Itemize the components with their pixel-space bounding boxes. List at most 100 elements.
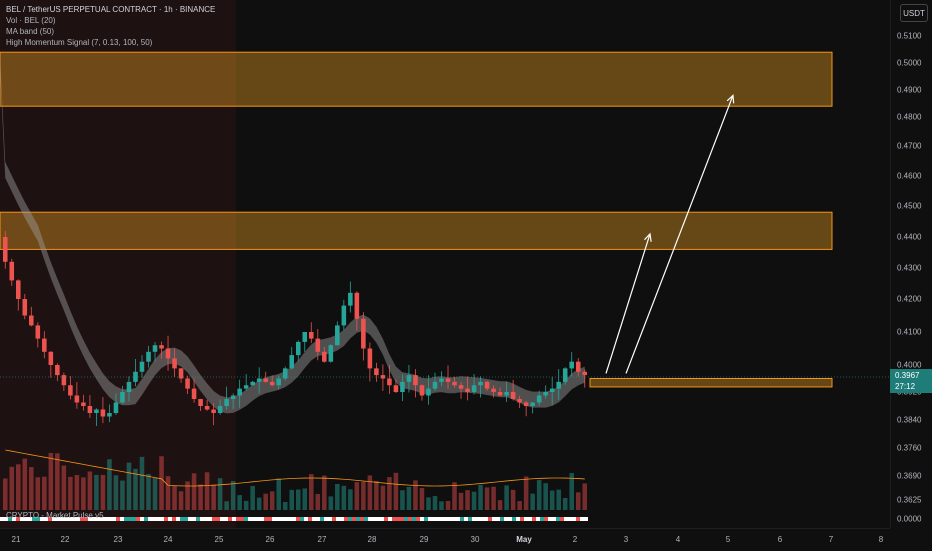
candle-body — [74, 395, 80, 403]
pulse-cell — [560, 517, 564, 521]
pulse-cell — [412, 517, 416, 521]
candle-body — [510, 392, 516, 399]
pulse-cell — [528, 517, 532, 521]
pulse-cell — [216, 517, 220, 521]
candle-body — [348, 292, 353, 306]
pulse-cell — [296, 517, 300, 521]
pulse-cell — [144, 517, 148, 521]
pulse-cell — [196, 517, 200, 521]
pulse-cell — [416, 517, 420, 521]
candle-body — [282, 368, 288, 379]
pulse-cell — [536, 517, 540, 521]
candle-body — [400, 381, 405, 392]
pulse-cell — [524, 517, 528, 521]
pulse-cell — [436, 517, 440, 521]
pulse-cell — [192, 517, 196, 521]
candle-body — [230, 395, 236, 399]
volume-bar — [107, 459, 112, 510]
pulse-cell — [116, 517, 120, 521]
volume-bar — [48, 452, 54, 510]
volume-bar — [276, 478, 282, 510]
candle-body — [562, 368, 568, 382]
candle-body — [322, 351, 327, 362]
candle-body — [341, 305, 347, 326]
candle-body — [452, 381, 457, 386]
pulse-cell — [420, 517, 424, 521]
highlight-region — [0, 0, 236, 528]
pulse-cell — [520, 517, 524, 521]
price-tick: 0.3760 — [897, 443, 922, 453]
pulse-cell — [368, 517, 372, 521]
pulse-cell — [172, 517, 176, 521]
time-tick: 25 — [214, 535, 224, 544]
candle-body — [497, 392, 503, 396]
candle-body — [471, 385, 477, 392]
time-tick: May — [516, 535, 532, 544]
target-arrow[interactable] — [625, 95, 734, 374]
candle-body — [289, 355, 295, 369]
volume-bar — [348, 489, 353, 510]
supply-demand-zone[interactable] — [0, 211, 833, 250]
pulse-cell — [128, 517, 132, 521]
candle-body — [543, 392, 548, 396]
time-tick: 26 — [265, 535, 275, 544]
candle-body — [61, 375, 67, 386]
currency-button[interactable]: USDT — [900, 4, 928, 22]
candle-body — [276, 378, 282, 386]
volume-bar — [9, 466, 15, 510]
pulse-cell — [460, 517, 464, 521]
time-tick: 7 — [828, 535, 834, 544]
pulse-cell — [568, 517, 572, 521]
chart-area[interactable]: BEL / TetherUS PERPETUAL CONTRACT · 1h ·… — [0, 0, 890, 528]
pulse-cell — [108, 517, 112, 521]
volume-bar — [562, 497, 568, 510]
time-tick: 21 — [11, 535, 21, 544]
price-tick: 0.4400 — [897, 232, 922, 242]
candle-body — [484, 381, 490, 389]
volume-bar — [250, 485, 255, 510]
time-axis[interactable]: 21 22 23 24 25 26 27 28 29 30 May 2 3 4 5 6 7 8 — [0, 528, 890, 551]
price-axis[interactable]: 0.5100 0.5000 0.4900 0.4800 0.4700 0.4600 0.45… — [890, 0, 932, 528]
pulse-cell — [504, 517, 508, 521]
pulse-cell — [324, 517, 328, 521]
pulse-cell — [328, 517, 332, 521]
arrow-head — [726, 94, 735, 104]
candle-body — [478, 381, 483, 386]
indicator-momentum[interactable]: High Momentum Signal (7, 0.13, 100, 50) — [6, 38, 153, 47]
pulse-cell — [124, 517, 128, 521]
volume-bar — [191, 473, 197, 510]
volume-bar — [374, 480, 379, 510]
volume-bar — [211, 484, 216, 510]
pulse-cell — [532, 517, 536, 521]
volume-bar — [87, 471, 93, 510]
volume-bar — [413, 480, 418, 510]
pulse-cell — [264, 517, 268, 521]
candle-body — [94, 409, 99, 413]
time-tick: 28 — [367, 535, 377, 544]
candle-body — [582, 371, 588, 376]
volume-bar — [387, 477, 392, 510]
symbol-title[interactable]: BEL / TetherUS PERPETUAL CONTRACT · 1h ·… — [6, 5, 216, 14]
target-arrow[interactable] — [605, 233, 651, 374]
supply-demand-zone[interactable] — [0, 51, 833, 107]
candle-body — [406, 375, 412, 382]
candle-body — [269, 381, 275, 386]
candle-body — [22, 299, 28, 316]
time-tick: 2 — [572, 535, 578, 544]
supply-demand-zone[interactable] — [589, 378, 833, 388]
pulse-cell — [248, 517, 252, 521]
candle-body — [302, 332, 308, 342]
volume-bar — [582, 483, 588, 510]
pulse-cell — [68, 517, 72, 521]
pulse-indicator-label[interactable]: CRYPTO - Market Pulse v5 — [6, 511, 104, 520]
volume-bar — [165, 476, 171, 510]
candle-body — [354, 292, 360, 319]
indicator-volume[interactable]: Vol · BEL (20) — [6, 16, 56, 25]
pulse-cell — [288, 517, 292, 521]
indicator-ma-band[interactable]: MA band (50) — [6, 27, 55, 36]
volume-bar — [133, 468, 138, 510]
price-chart[interactable] — [0, 0, 890, 528]
pulse-cell — [540, 517, 544, 521]
candle-body — [100, 409, 106, 417]
pulse-cell — [332, 517, 336, 521]
